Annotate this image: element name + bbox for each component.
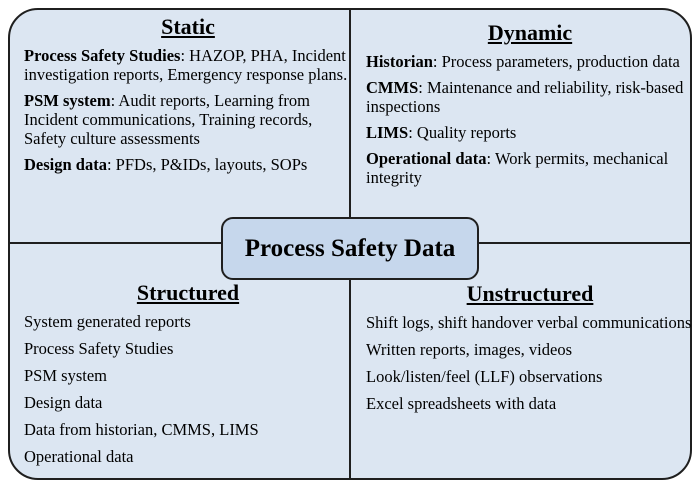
item: Excel spreadsheets with data	[366, 394, 694, 413]
item: PSM system: Audit reports, Learning from…	[24, 91, 352, 148]
item-term: LIMS	[366, 123, 409, 142]
item: CMMS: Maintenance and reliability, risk-…	[366, 78, 694, 116]
quadrant-heading: Static	[161, 14, 215, 39]
item-text: : Audit reports, Learning from Incident …	[24, 91, 313, 148]
item: Design data: PFDs, P&IDs, layouts, SOPs	[24, 155, 352, 174]
item-term: PSM system	[24, 91, 111, 110]
quadrant-heading: Unstructured	[466, 281, 594, 306]
item-text: System generated reports	[24, 312, 191, 331]
item-text: Look/listen/feel (LLF) observations	[366, 367, 603, 386]
quadrant-heading: Dynamic	[487, 20, 573, 45]
center-title: Process Safety Data	[221, 217, 479, 280]
quadrant-heading: Structured	[136, 280, 240, 305]
item-text: Design data	[24, 393, 103, 412]
item-text: PSM system	[24, 366, 107, 385]
item-term: Historian	[366, 52, 433, 71]
item: Process Safety Studies: HAZOP, PHA, Inci…	[24, 46, 352, 84]
item-text: : PFDs, P&IDs, layouts, SOPs	[106, 155, 308, 174]
quadrant: Dynamic Historian: Process parameters, pr…	[366, 20, 694, 194]
item: System generated reports	[24, 312, 352, 331]
item: Operational data: Work permits, mechanic…	[366, 149, 694, 187]
item: Shift logs, shift handover verbal commun…	[366, 313, 694, 332]
item-text: Excel spreadsheets with data	[366, 394, 557, 413]
item-text: : Process parameters, production data	[432, 52, 680, 71]
item: Process Safety Studies	[24, 339, 352, 358]
quadrant: Structured System generated reports Proces…	[24, 280, 352, 474]
item: Design data	[24, 393, 352, 412]
item: PSM system	[24, 366, 352, 385]
item: Written reports, images, videos	[366, 340, 694, 359]
item-text: : HAZOP, PHA, Incident investigation rep…	[24, 46, 348, 84]
item: Look/listen/feel (LLF) observations	[366, 367, 694, 386]
item-term: Process Safety Studies	[24, 46, 181, 65]
item: LIMS: Quality reports	[366, 123, 694, 142]
item-text: Data from historian, CMMS, LIMS	[24, 420, 259, 439]
item-text: Process Safety Studies	[24, 339, 174, 358]
item-term: Design data	[24, 155, 107, 174]
item-text: : Work permits, mechanical integrity	[366, 149, 669, 187]
item: Operational data	[24, 447, 352, 466]
item: Data from historian, CMMS, LIMS	[24, 420, 352, 439]
quadrant: Static Process Safety Studies: HAZOP, PHA…	[24, 14, 352, 181]
item-text: : Maintenance and reliability, risk-base…	[366, 78, 684, 116]
item-term: Operational data	[366, 149, 487, 168]
item-term: CMMS	[366, 78, 419, 97]
item-text: Written reports, images, videos	[366, 340, 572, 359]
item-text: Shift logs, shift handover verbal commun…	[366, 313, 692, 332]
item: Historian: Process parameters, productio…	[366, 52, 694, 71]
item-text: Operational data	[24, 447, 134, 466]
item-text: : Quality reports	[408, 123, 517, 142]
quadrant: Unstructured Shift logs, shift handover v…	[366, 281, 694, 421]
